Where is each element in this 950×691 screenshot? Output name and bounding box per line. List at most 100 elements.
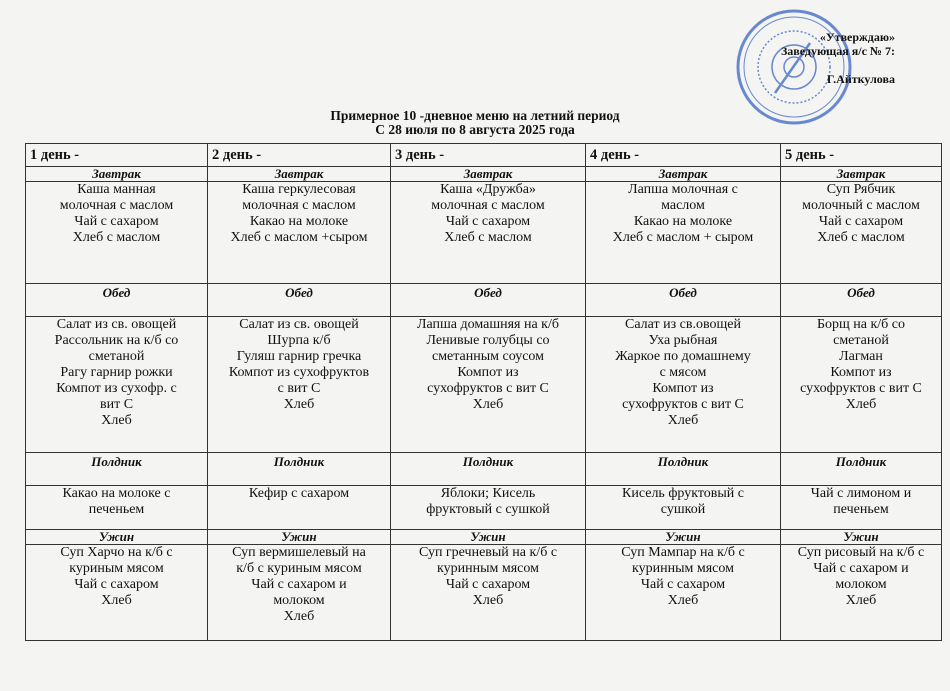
day-header: 4 день -	[585, 143, 781, 167]
dish-line: молочная с маслом	[242, 198, 356, 213]
menu-cell: Салат из св. овощей Рассольник на к/б со с…	[25, 316, 208, 453]
dish-line: молочный с маслом	[802, 198, 920, 213]
dish-line: Лагман	[839, 349, 883, 364]
dish-line: Хлеб	[101, 593, 132, 608]
dish-line: Хлеб	[472, 593, 504, 608]
approval-position: Заведующая я/с № 7:	[780, 44, 895, 58]
dish-line: Хлеб	[283, 609, 315, 624]
approval-heading: «Утверждаю»	[819, 30, 895, 44]
meal-label: Полдник	[25, 452, 208, 486]
dish-line: Компот из	[457, 365, 519, 380]
dish-line: Хлеб с маслом + сыром	[612, 230, 754, 245]
day-header-row: 1 день -2 день -3 день -4 день -5 день -	[25, 143, 942, 167]
meal-label-row: Завтрак Завтрак Завтрак Завтрак Завтрак	[25, 166, 942, 182]
dish-line: куринным мясом	[437, 561, 539, 576]
meal-label: Обед	[390, 283, 586, 317]
menu-cell: Суп Рябчик молочный с маслом Чай с сахаром…	[780, 181, 942, 284]
dish-line: Салат из св. овощей	[56, 317, 177, 332]
dish-line: молочная с маслом	[431, 198, 545, 213]
meal-items-row: Каша манная молочная с маслом Чай с сахаро…	[25, 181, 942, 284]
meal-label: Завтрак	[585, 166, 781, 182]
menu-cell: Каша манная молочная с маслом Чай с сахаро…	[25, 181, 208, 284]
dish-line: Каша геркулесовая	[242, 182, 356, 197]
dish-line: Шурпа к/б	[267, 333, 331, 348]
meal-label: Обед	[25, 283, 208, 317]
menu-cell: Салат из св. овощей Шурпа к/б Гуляш гарнир…	[207, 316, 391, 453]
menu-cell: Каша «Дружба» молочная с маслом Чай с саха…	[390, 181, 586, 284]
dish-line: Компот из сухофр. с	[56, 381, 177, 396]
meal-label-row: Полдник Полдник Полдник Полдник Полдник	[25, 452, 942, 486]
dish-line: Какао на молоке	[633, 214, 733, 229]
dish-line: с мясом	[659, 365, 707, 380]
dish-line: Хлеб	[845, 397, 877, 412]
dish-line: Компот из	[652, 381, 714, 396]
meal-label: Завтрак	[390, 166, 586, 182]
dish-line: сушкой	[660, 502, 706, 517]
dish-line: к/б с куриным мясом	[236, 561, 362, 576]
dish-line: Хлеб с маслом	[444, 230, 532, 245]
official-stamp-icon	[736, 9, 852, 125]
dish-line: Хлеб	[667, 413, 699, 428]
meal-label: Ужин	[390, 529, 586, 545]
day-header: 1 день -	[25, 143, 208, 167]
dish-line: Хлеб с маслом	[817, 230, 905, 245]
meal-label: Обед	[207, 283, 391, 317]
meal-label: Завтрак	[207, 166, 391, 182]
dish-line: Суп вермишелевый на	[232, 545, 366, 560]
dish-line: Чай с сахаром	[818, 214, 904, 229]
title-dates: С 28 июля по 8 августа 2025 года	[375, 122, 575, 137]
dish-line: сухофруктов с вит С	[800, 381, 922, 396]
dish-line: Жаркое по домашнему	[615, 349, 751, 364]
day-header: 2 день -	[207, 143, 391, 167]
meal-label-row: Обед Обед Обед Обед Обед	[25, 283, 942, 317]
dish-line: Уха рыбная	[648, 333, 718, 348]
meal-label: Полдник	[780, 452, 942, 486]
meal-label-row: Ужин Ужин Ужин Ужин Ужин	[25, 529, 942, 545]
dish-line: сухофруктов с вит С	[427, 381, 549, 396]
dish-line: молочная с маслом	[59, 198, 174, 213]
dish-line: Чай с лимоном и	[810, 486, 912, 501]
meal-label: Ужин	[585, 529, 781, 545]
menu-cell: Борщ на к/б со сметаной Лагман Компот из сух…	[780, 316, 942, 453]
dish-line: вит С	[99, 397, 134, 412]
day-header: 5 день -	[780, 143, 942, 167]
dish-line: куриным мясом	[69, 561, 164, 576]
day-header: 3 день -	[390, 143, 586, 167]
dish-line: Кефир с сахаром	[248, 486, 350, 501]
meal-label: Обед	[780, 283, 942, 317]
menu-cell: Лапша молочная с маслом Какао на молоке Хле…	[585, 181, 781, 284]
dish-line: Какао на молоке с	[62, 486, 171, 501]
menu-cell: Яблоки; Кисель фруктовый с сушкой	[390, 485, 586, 530]
dish-line: маслом	[661, 198, 705, 213]
approval-block: «Утверждаю» Заведующая я/с № 7: Г.Айткул…	[760, 30, 895, 86]
approval-signature: Г.Айткулова	[826, 72, 895, 86]
dish-line: Лапша домашняя на к/б	[416, 317, 560, 332]
meal-items-row: Салат из св. овощей Рассольник на к/б со с…	[25, 316, 942, 453]
dish-line: Хлеб	[101, 413, 132, 428]
menu-cell: Кисель фруктовый с сушкой	[585, 485, 781, 530]
dish-line: Ленивые голубцы со	[426, 333, 550, 348]
page-title: Примерное 10 -дневное меню на летний пер…	[0, 109, 950, 137]
dish-line: Салат из св.овощей	[625, 317, 741, 332]
dish-line: Хлеб	[472, 397, 504, 412]
dish-line: Суп гречневый на к/б с	[418, 545, 558, 560]
dish-line: молоком	[273, 593, 325, 608]
dish-line: Компот из	[830, 365, 892, 380]
dish-line: Чай с сахаром и	[813, 561, 909, 576]
meal-label: Ужин	[780, 529, 942, 545]
dish-line: Чай с сахаром	[74, 577, 159, 592]
dish-line: Чай с сахаром	[445, 577, 531, 592]
dish-line: сметаной	[88, 349, 145, 364]
dish-line: куринным мясом	[632, 561, 734, 576]
menu-cell: Суп вермишелевый на к/б с куриным мясом Ча…	[207, 544, 391, 641]
dish-line: Каша «Дружба»	[440, 182, 536, 197]
menu-cell: Суп гречневый на к/б с куринным мясом Чай …	[390, 544, 586, 641]
dish-line: сухофруктов с вит С	[622, 397, 744, 412]
dish-line: Суп Харчо на к/б с	[60, 545, 173, 560]
dish-line: Рассольник на к/б со	[54, 333, 179, 348]
dish-line: Какао на молоке	[249, 214, 349, 229]
dish-line: Кисель фруктовый с	[622, 486, 744, 501]
dish-line: Суп рисовый на к/б с	[797, 545, 925, 560]
dish-line: Чай с сахаром и	[251, 577, 347, 592]
meal-label: Полдник	[585, 452, 781, 486]
